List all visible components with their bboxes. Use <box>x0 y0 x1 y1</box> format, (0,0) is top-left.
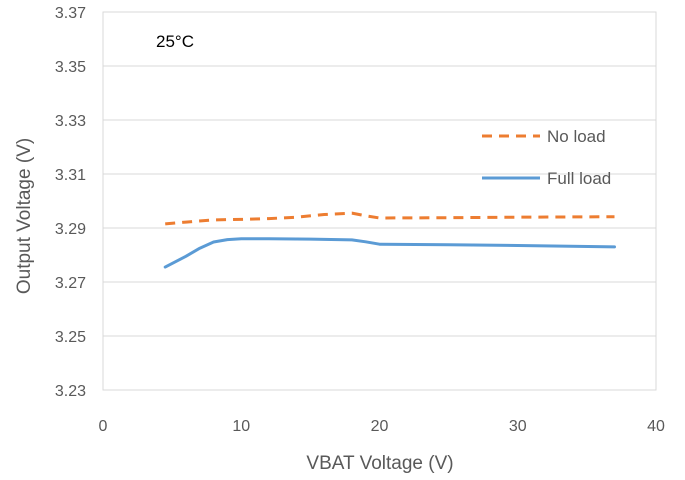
plot-area <box>102 11 657 391</box>
y-tick-label: 3.35 <box>55 59 86 76</box>
y-tick-label: 3.23 <box>55 383 86 400</box>
y-axis-title: Output Voltage (V) <box>14 138 35 294</box>
y-tick-label: 3.25 <box>55 329 86 346</box>
x-tick-label: 40 <box>647 418 665 435</box>
x-tick-label: 10 <box>232 418 250 435</box>
legend-label: Full load <box>547 169 611 188</box>
series-group <box>163 211 616 269</box>
legend-label: No load <box>547 127 606 146</box>
y-tick-label: 3.37 <box>55 5 86 22</box>
series-line-no-load <box>165 211 615 226</box>
x-tick-label: 0 <box>99 418 108 435</box>
x-tick-label: 20 <box>371 418 389 435</box>
y-tick-label: 3.31 <box>55 167 86 184</box>
y-tick-label: 3.29 <box>55 221 86 238</box>
temperature-annotation: 25°C <box>156 32 194 51</box>
gridlines <box>103 11 656 391</box>
y-tick-label: 3.33 <box>55 113 86 130</box>
x-tick-label: 30 <box>509 418 527 435</box>
legend: No load Full load <box>482 127 611 188</box>
y-axis-ticks: 3.23 3.25 3.27 3.29 3.31 3.33 3.35 3.37 <box>55 5 86 400</box>
x-axis-ticks: 0 10 20 30 40 <box>99 418 665 435</box>
y-tick-label: 3.27 <box>55 275 86 292</box>
x-axis-title: VBAT Voltage (V) <box>306 453 453 474</box>
series-line-full-load <box>163 237 616 269</box>
